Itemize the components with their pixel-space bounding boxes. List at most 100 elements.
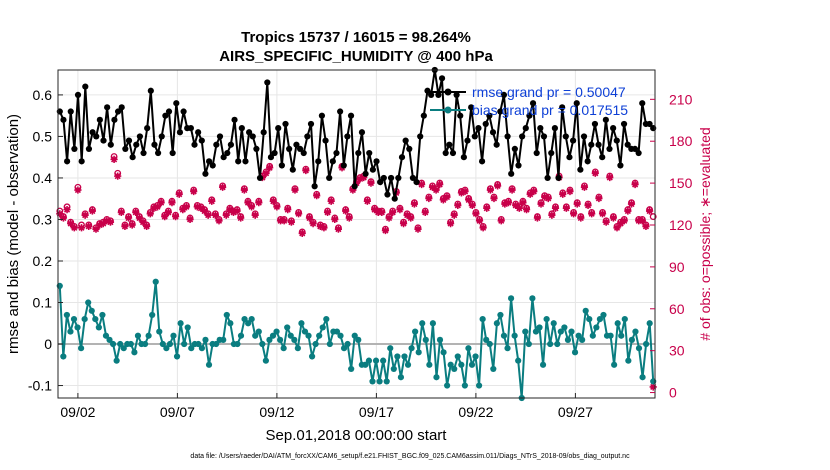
bias-point <box>621 316 628 323</box>
obs-evaluated-marker <box>522 206 531 214</box>
rmse-point <box>329 158 336 165</box>
y-tick-label: 0.2 <box>33 253 53 269</box>
rmse-point <box>555 174 562 182</box>
bias-point <box>458 361 465 368</box>
rmse-point <box>624 141 631 148</box>
rmse-point <box>457 112 464 119</box>
rmse-point <box>424 87 431 94</box>
bias-point <box>106 336 113 343</box>
obs-evaluated-marker <box>190 187 198 196</box>
bias-point <box>252 332 259 339</box>
bias-point <box>483 336 490 343</box>
bias-point <box>575 332 582 339</box>
obs-evaluated-marker <box>472 210 480 218</box>
bias-point <box>628 336 636 343</box>
rmse-point <box>275 125 282 132</box>
bias-point <box>589 332 596 339</box>
obs-evaluated-marker <box>197 204 205 212</box>
obs-evaluated-marker <box>533 214 542 222</box>
obs-evaluated-marker <box>497 217 505 225</box>
bias-point <box>67 328 74 335</box>
rmse-point <box>333 149 340 157</box>
obs-evaluated-marker <box>284 206 292 214</box>
obs-evaluated-marker <box>237 214 245 222</box>
rmse-point <box>107 141 114 148</box>
y2-axis-label: # of obs: o=possible; ∗=evaluated <box>697 127 713 340</box>
obs-evaluated-marker <box>486 186 494 194</box>
x-tick-label: 09/07 <box>160 404 195 420</box>
bias-point <box>465 345 472 352</box>
y2-tick-label: 0 <box>669 385 677 401</box>
obs-evaluated-marker <box>566 187 574 196</box>
bias-point <box>362 361 369 368</box>
bias-point <box>255 328 262 335</box>
rmse-point <box>442 149 449 157</box>
obs-evaluated-marker <box>436 180 444 189</box>
rmse-point <box>562 133 569 140</box>
bias-point <box>234 340 241 348</box>
obs-evaluated-marker <box>110 155 118 163</box>
obs-evaluated-marker <box>135 214 144 222</box>
rmse-point <box>180 108 187 115</box>
rmse-point <box>238 125 245 132</box>
obs-evaluated-marker <box>280 217 288 225</box>
bias-point <box>444 382 451 389</box>
bias-point <box>213 340 220 348</box>
bias-point <box>312 340 319 348</box>
rmse-point <box>78 158 85 165</box>
rmse-point <box>384 191 391 198</box>
y2-tick-label: 120 <box>669 217 693 233</box>
y-tick-label: 0.3 <box>33 211 53 227</box>
bias-point <box>355 336 362 343</box>
rmse-point <box>315 158 322 165</box>
bias-point <box>273 328 280 335</box>
obs-evaluated-marker <box>512 201 520 210</box>
bias-point <box>276 336 284 343</box>
obs-evaluated-marker <box>305 214 314 222</box>
obs-evaluated-marker <box>222 211 230 219</box>
obs-evaluated-marker <box>609 214 617 222</box>
obs-evaluated-marker <box>342 207 350 215</box>
rmse-point <box>114 108 122 115</box>
rmse-point <box>486 112 493 119</box>
rmse-point <box>493 141 500 148</box>
bias-point <box>639 374 646 381</box>
rmse-point <box>340 162 347 169</box>
rmse-point <box>413 179 420 186</box>
obs-evaluated-marker <box>363 197 371 205</box>
obs-evaluated-marker <box>168 199 176 207</box>
obs-evaluated-marker <box>204 211 212 219</box>
y-tick-label: 0.6 <box>33 87 53 103</box>
bias-point <box>134 332 142 339</box>
rmse-point <box>471 133 478 140</box>
rmse-point <box>369 166 376 173</box>
rmse-point <box>569 137 577 144</box>
y-tick-label: 0.1 <box>33 295 53 311</box>
rmse-point <box>300 149 307 157</box>
obs-evaluated-marker <box>490 194 498 203</box>
bias-point <box>369 378 376 385</box>
obs-evaluated-marker <box>96 221 104 229</box>
bias-point <box>301 328 309 335</box>
rmse-point <box>438 75 446 82</box>
y-tick-label: 0 <box>44 336 52 352</box>
obs-evaluated-marker <box>153 203 162 211</box>
rmse-point <box>398 154 406 161</box>
bias-point <box>415 349 422 356</box>
obs-evaluated-marker <box>266 164 274 172</box>
obs-evaluated-marker <box>99 219 107 228</box>
x-axis-label: Sep.01,2018 00:00:00 start <box>266 427 448 444</box>
bias-point <box>198 345 206 352</box>
rmse-point <box>355 149 362 157</box>
rmse-point <box>202 170 209 177</box>
rmse-point <box>588 141 595 148</box>
obs-evaluated-marker <box>327 197 335 205</box>
bias-point <box>269 332 277 339</box>
obs-evaluated-marker <box>591 169 599 177</box>
obs-evaluated-marker <box>367 179 375 187</box>
rmse-point <box>366 149 373 157</box>
ticks: -0.1 0 0.1 0.2 0.3 0.4 0.5 0.6 0 30 60 90 120 150 180 2… <box>28 87 693 420</box>
rmse-point <box>74 91 82 99</box>
bias-point <box>397 374 405 381</box>
rmse-point <box>478 158 486 165</box>
